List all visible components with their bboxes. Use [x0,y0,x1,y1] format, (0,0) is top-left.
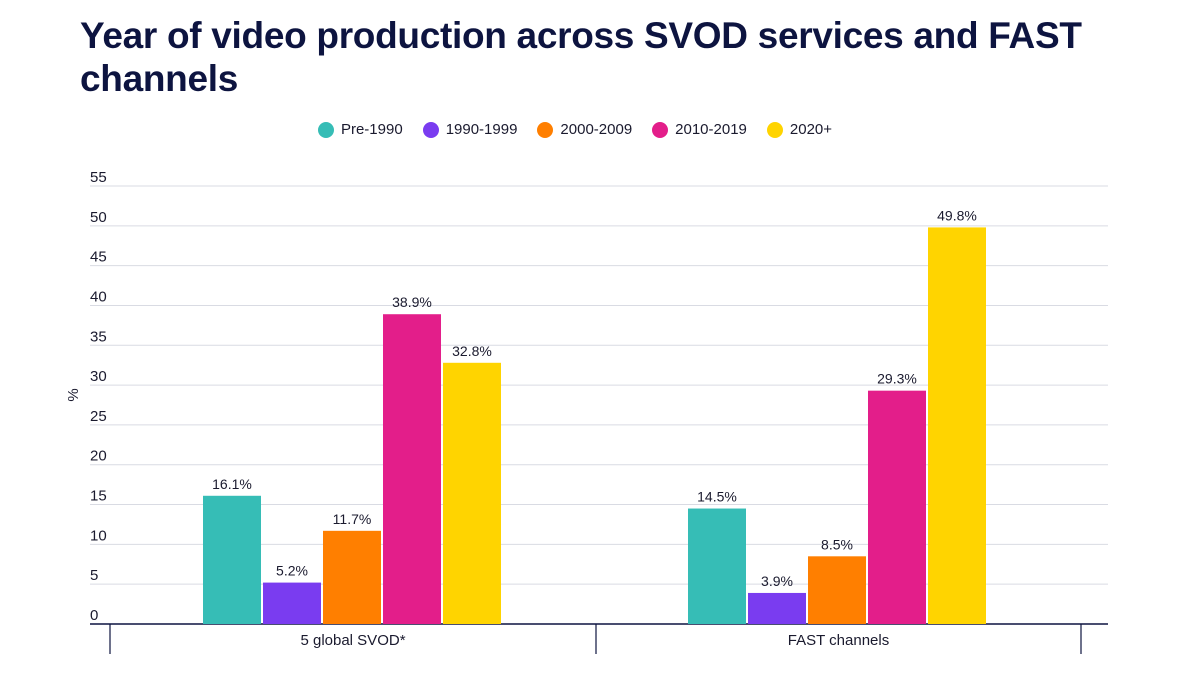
y-axis-label: % [65,388,82,401]
y-tick-label: 40 [90,288,107,305]
y-tick-label: 20 [90,448,107,465]
data-label: 3.9% [761,573,793,589]
y-tick-label: 5 [90,567,98,584]
y-tick-label: 45 [90,249,107,266]
legend-label: 1990-1999 [445,121,518,138]
bar [443,362,501,624]
y-tick-label: 0 [90,607,98,624]
data-label: 8.5% [821,536,853,552]
bar [868,390,926,624]
bar [808,556,866,624]
legend-item: Pre-1990 [317,121,403,138]
bar [748,592,806,624]
legend-item: 2020+ [766,121,833,138]
legend-label: 2020+ [789,121,833,138]
legend-swatch [422,121,439,138]
bar [263,582,321,624]
y-tick-label: 35 [90,328,107,345]
y-tick-label: 30 [90,368,107,385]
y-tick-label: 10 [90,527,107,544]
legend-label: 2010-2019 [675,121,747,138]
bar [383,314,441,624]
y-tick-label: 50 [90,209,107,226]
bar [323,530,381,624]
bar [688,508,746,624]
bar [203,495,261,624]
chart-title: Year of video production across SVOD ser… [80,15,1082,99]
data-label: 29.3% [877,371,917,387]
data-label: 14.5% [697,489,737,505]
legend-item: 1990-1999 [422,121,518,138]
x-category-label: FAST channels [788,632,889,649]
y-tick-label: 15 [90,488,107,505]
legend-swatch [766,121,783,138]
legend-swatch [537,121,554,138]
data-label: 16.1% [212,476,252,492]
legend-swatch [652,121,669,138]
legend: Pre-1990 1990-1999 2000-2009 2010-2019 2020+ [0,121,1150,138]
x-category-label: 5 global SVOD* [300,632,405,649]
legend-item: 2000-2009 [537,121,632,138]
legend-label: 2000-2009 [560,121,633,138]
y-tick-label: 25 [90,408,107,425]
data-label: 5.2% [276,563,308,579]
data-label: 11.7% [333,511,372,527]
data-label: 49.8% [937,207,977,223]
data-label: 38.9% [392,294,432,310]
y-tick-label: 55 [90,169,107,186]
data-label: 32.8% [452,343,492,359]
legend-swatch [317,121,334,138]
bar [928,227,986,625]
legend-item: 2010-2019 [652,121,747,138]
legend-label: Pre-1990 [340,121,403,138]
